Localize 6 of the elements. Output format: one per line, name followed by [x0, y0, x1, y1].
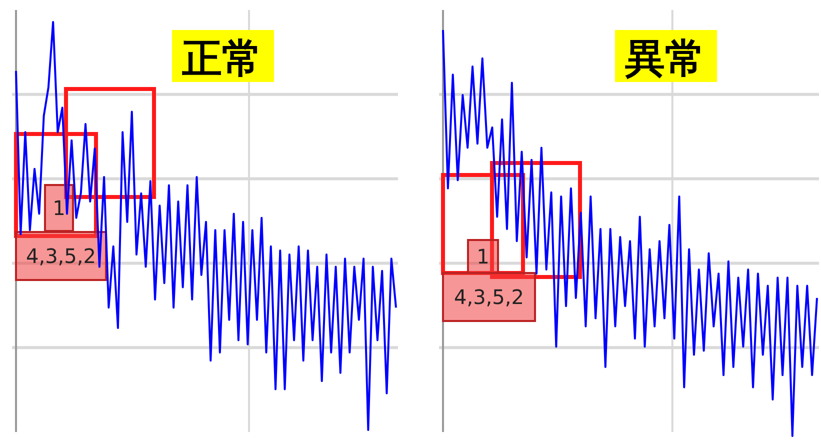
annotation: 4,3,5,2 [26, 244, 96, 268]
chart-title: 正常 [181, 36, 262, 82]
annotation: 1 [476, 244, 490, 268]
chart-title: 異常 [625, 36, 705, 82]
annotation: 4,3,5,2 [454, 285, 524, 309]
annotation: 1 [52, 196, 66, 220]
